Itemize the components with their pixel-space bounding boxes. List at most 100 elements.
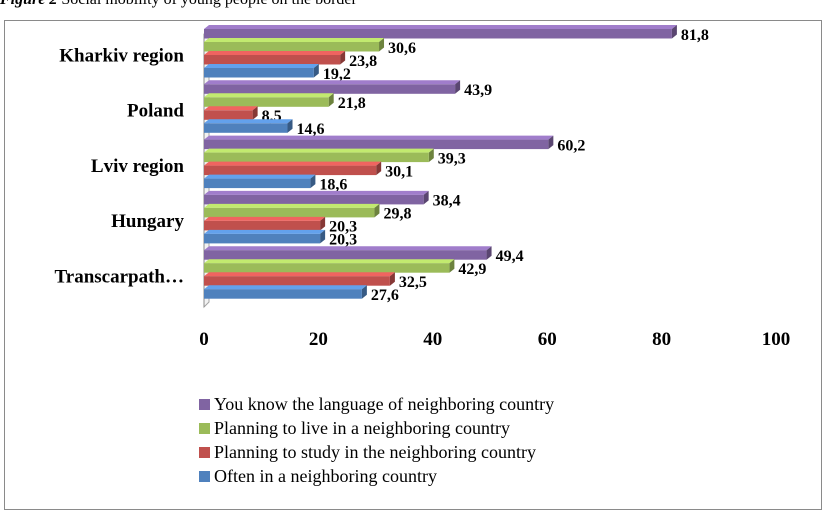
- category-label: Lviv region: [91, 156, 185, 177]
- value-label: 60,2: [557, 137, 585, 154]
- legend-item: Often in a neighboring country: [199, 464, 554, 488]
- legend-label: You know the language of neighboring cou…: [214, 393, 555, 414]
- bar: [204, 276, 390, 286]
- legend-label: Planning to study in the neighboring cou…: [214, 441, 536, 462]
- value-label: 23,8: [349, 53, 377, 70]
- bar-top-face: [204, 246, 492, 251]
- value-label: 18,6: [319, 176, 347, 193]
- x-tick-label: 40: [423, 329, 442, 350]
- bar-end-face: [548, 135, 554, 150]
- bar: [204, 84, 456, 94]
- bar: [204, 110, 253, 120]
- bar: [204, 123, 288, 133]
- bar: [204, 42, 380, 52]
- bar-top-face: [204, 272, 395, 277]
- bar: [204, 152, 429, 163]
- legend-swatch: [199, 398, 210, 410]
- bar-end-face: [376, 161, 382, 176]
- bar-end-face: [379, 38, 385, 52]
- value-label: 19,2: [323, 66, 351, 83]
- x-tick-label: 0: [199, 329, 209, 350]
- bar: [204, 220, 321, 231]
- bar-end-face: [389, 272, 395, 286]
- x-tick-label: 100: [762, 329, 791, 350]
- bar-top-face: [204, 148, 434, 153]
- value-label: 42,9: [458, 261, 486, 278]
- bar-chart: Kharkiv region Poland Lviv region Hungary Tr…: [55, 25, 791, 350]
- bar-top-face: [204, 64, 319, 68]
- category-label: Transcarpath…: [55, 266, 184, 287]
- legend-item: You know the language of neighboring cou…: [199, 392, 554, 416]
- bar-top-face: [204, 135, 554, 140]
- bar-top-face: [204, 216, 326, 221]
- bar-end-face: [374, 203, 380, 218]
- category-label: Kharkiv region: [59, 45, 184, 66]
- bar: [204, 178, 311, 189]
- bar-top-face: [204, 203, 380, 208]
- value-label: 20,3: [329, 219, 357, 236]
- value-label: 29,8: [383, 206, 411, 223]
- legend-item: Planning to study in the neighboring cou…: [199, 440, 554, 464]
- bar-end-face: [428, 148, 434, 163]
- bar-top-face: [204, 229, 326, 234]
- figure-title: Social mobility of young people on the b…: [61, 0, 357, 8]
- bar-top-face: [204, 161, 382, 166]
- value-label: 38,4: [433, 193, 461, 210]
- bar-end-face: [310, 174, 316, 189]
- bar-top-face: [204, 51, 346, 55]
- bar-top-face: [204, 285, 367, 290]
- bar-end-face: [449, 259, 455, 273]
- value-label: 21,8: [338, 95, 366, 112]
- category-label: Poland: [127, 101, 184, 122]
- bar: [204, 97, 329, 107]
- bar-end-face: [287, 119, 293, 133]
- bar-end-face: [313, 64, 319, 78]
- bar-end-face: [340, 51, 346, 65]
- bar-end-face: [252, 106, 258, 120]
- bar-top-face: [204, 190, 429, 195]
- bar-top-face: [204, 174, 316, 179]
- bar: [204, 233, 321, 244]
- x-tick-label: 20: [309, 329, 328, 350]
- legend-swatch: [199, 446, 210, 458]
- bar: [204, 250, 487, 260]
- legend-item: Planning to live in a neighboring countr…: [199, 416, 554, 440]
- legend-swatch: [199, 470, 210, 482]
- value-label: 39,3: [438, 150, 466, 167]
- bar-top-face: [204, 259, 455, 264]
- legend-label: Planning to live in a neighboring countr…: [214, 417, 510, 438]
- bar: [204, 55, 341, 65]
- bar-end-face: [486, 246, 492, 260]
- bar: [204, 263, 450, 273]
- bar-end-face: [423, 190, 429, 205]
- value-label: 81,8: [681, 27, 709, 44]
- legend-swatch: [199, 422, 210, 434]
- legend-label: Often in a neighboring country: [214, 465, 437, 486]
- bar: [204, 165, 377, 176]
- bar: [204, 139, 549, 150]
- bar: [204, 207, 375, 218]
- figure-caption: Figure 2 Social mobility of young people…: [0, 0, 357, 9]
- x-tick-label: 60: [538, 329, 557, 350]
- bar-end-face: [361, 285, 367, 299]
- category-label: Hungary: [111, 211, 184, 232]
- bar-end-face: [455, 80, 461, 94]
- value-label: 20,3: [329, 232, 357, 249]
- bar-top-face: [204, 106, 258, 111]
- bar: [204, 194, 424, 205]
- chart-legend: You know the language of neighboring cou…: [199, 392, 554, 488]
- value-label: 30,1: [385, 163, 413, 180]
- bar-end-face: [320, 229, 326, 244]
- bar: [204, 29, 672, 39]
- figure-number: Figure 2: [0, 0, 57, 8]
- value-label: 32,5: [399, 274, 427, 291]
- value-label: 27,6: [371, 287, 399, 304]
- value-label: 14,6: [297, 121, 325, 138]
- bar-top-face: [204, 93, 334, 98]
- value-label: 43,9: [464, 82, 492, 99]
- x-tick-label: 80: [652, 329, 671, 350]
- bar-end-face: [671, 25, 677, 39]
- bar-top-face: [204, 119, 293, 124]
- bar-top-face: [204, 25, 677, 29]
- bar-end-face: [328, 93, 334, 107]
